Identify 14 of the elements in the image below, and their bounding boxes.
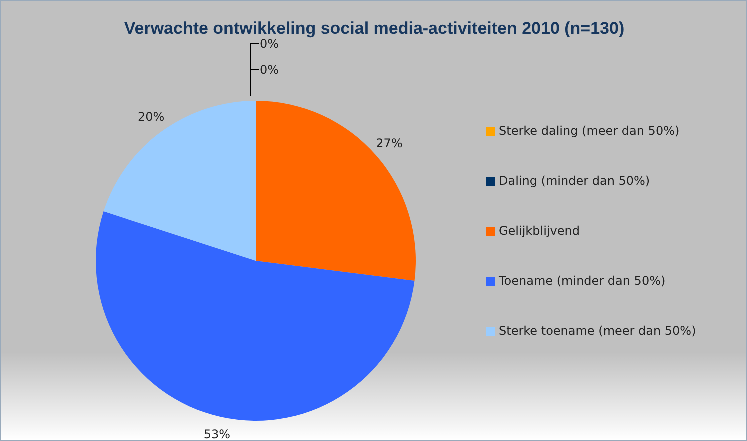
legend-label: Daling (minder dan 50%) [499, 174, 650, 188]
pie-slice [256, 101, 416, 282]
legend-label: Toename (minder dan 50%) [499, 274, 666, 288]
legend-label: Gelijkblijvend [499, 224, 580, 238]
text: 0% [260, 37, 280, 51]
legend-label: Sterke toename (meer dan 50%) [499, 324, 696, 338]
data-label: 27% [376, 136, 403, 150]
data-label: 53% [204, 428, 231, 441]
chart-title: Verwachte ontwikkeling social media-activiteiten 2010 (n=130) [123, 19, 626, 39]
data-label: 20% [138, 110, 165, 124]
text: 0% [260, 63, 280, 77]
legend-label: Sterke daling (meer dan 50%) [499, 124, 680, 138]
pie-slice [104, 101, 256, 261]
pie-slice [96, 212, 415, 421]
